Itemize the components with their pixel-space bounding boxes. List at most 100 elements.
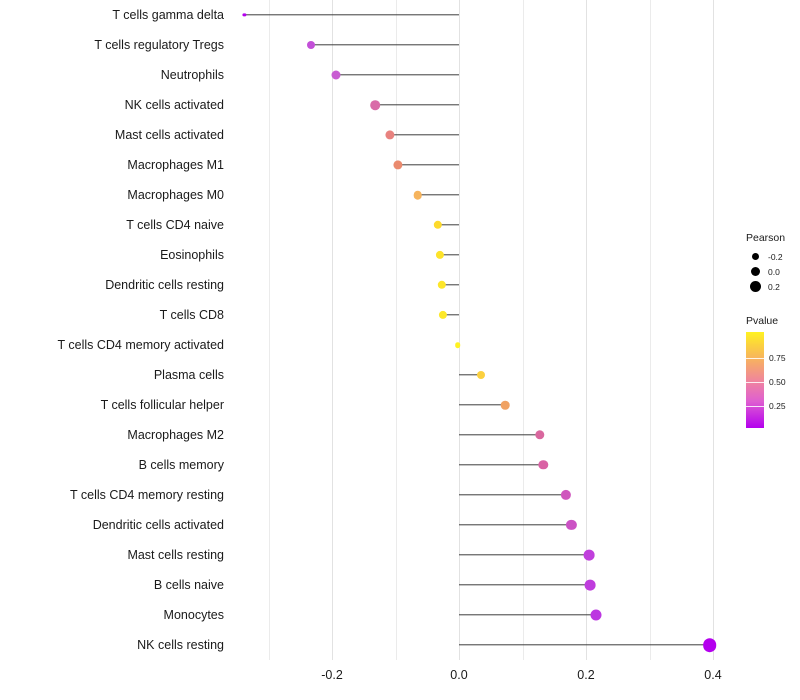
lollipop-dot[interactable] — [477, 371, 486, 379]
lollipop-dot[interactable] — [585, 579, 596, 591]
x-axis-tick-label: 0.4 — [704, 668, 722, 682]
y-axis-label: Macrophages M2 — [127, 427, 224, 442]
y-axis-label: Macrophages M1 — [127, 157, 224, 172]
lollipop-dot[interactable] — [583, 549, 595, 561]
color-legend-gradient — [746, 332, 764, 428]
lollipop-stem — [438, 224, 459, 226]
gridline-major — [332, 0, 333, 660]
y-axis-label: Macrophages M0 — [127, 187, 224, 202]
y-axis-label: Mast cells resting — [127, 547, 224, 562]
y-axis-label: Monocytes — [163, 607, 224, 622]
lollipop-stem — [459, 554, 590, 556]
color-legend-tick-label: 0.25 — [769, 400, 786, 411]
lollipop-dot[interactable] — [433, 220, 443, 230]
color-legend-tick-label: 0.75 — [769, 352, 786, 363]
lollipop-dot[interactable] — [703, 638, 717, 652]
color-legend-tick-label: 0.50 — [769, 376, 786, 387]
lollipop-stem — [417, 194, 459, 196]
size-legend-items: -0.2 0.0 0.2 — [746, 249, 800, 294]
y-axis-label: Eosinophils — [160, 247, 224, 262]
size-legend-dot — [750, 267, 760, 276]
lollipop-dot[interactable] — [566, 519, 577, 531]
lollipop-stem — [311, 44, 459, 46]
lollipop-stem — [459, 404, 506, 406]
y-axis-label: T cells follicular helper — [100, 397, 224, 412]
x-axis-tick-label: 0.0 — [450, 668, 468, 682]
size-legend-dot — [751, 253, 759, 260]
color-legend-tick — [746, 381, 764, 383]
y-axis-label: T cells CD4 naive — [126, 217, 224, 232]
y-axis-label: T cells regulatory Tregs — [94, 37, 224, 52]
size-legend-dot-key — [746, 253, 764, 260]
size-legend-item: 0.2 — [746, 279, 800, 294]
lollipop-stem — [336, 74, 459, 76]
lollipop-stem — [441, 284, 459, 286]
color-legend-tick — [746, 405, 764, 407]
plot-panel — [232, 0, 732, 660]
lollipop-stem — [459, 524, 572, 526]
size-legend-dot — [749, 281, 761, 292]
lollipop-stem — [389, 134, 459, 136]
lollipop-dot[interactable] — [501, 400, 510, 410]
size-legend-title: Pearson — [746, 232, 786, 244]
y-axis-label: Dendritic cells resting — [105, 277, 224, 292]
y-axis-labels: T cells gamma delta T cells regulatory Tr… — [0, 0, 225, 660]
size-legend-item: -0.2 — [746, 249, 800, 264]
lollipop-dot[interactable] — [534, 430, 545, 440]
size-legend: Pearson -0.2 0.0 0.2 — [746, 232, 800, 294]
gridline-major — [586, 0, 587, 660]
lollipop-stem — [398, 164, 459, 166]
gridline-minor — [522, 0, 524, 660]
y-axis-label: B cells naive — [153, 577, 224, 592]
lollipop-dot[interactable] — [437, 280, 447, 290]
color-legend: Pvalue 0.75 0.50 0.25 — [746, 315, 800, 428]
size-legend-item: 0.0 — [746, 264, 800, 279]
lollipop-stem — [459, 434, 540, 436]
lollipop-stem — [459, 374, 482, 376]
y-axis-label: Mast cells activated — [114, 127, 224, 142]
gridline-minor — [268, 0, 270, 660]
x-axis-tick-label: 0.2 — [577, 668, 595, 682]
lollipop-dot[interactable] — [439, 310, 448, 320]
gridline-major — [713, 0, 714, 660]
lollipop-dot[interactable] — [385, 130, 395, 140]
y-axis-label: B cells memory — [138, 457, 224, 472]
color-legend-tick — [746, 357, 764, 359]
lollipop-stem — [244, 14, 459, 16]
lollipop-dot[interactable] — [242, 13, 246, 17]
lollipop-dot[interactable] — [331, 70, 341, 80]
size-legend-label: 0.2 — [768, 281, 780, 292]
y-axis-label: NK cells resting — [137, 637, 224, 652]
size-legend-label: -0.2 — [768, 251, 783, 262]
y-axis-label: T cells CD8 — [159, 307, 224, 322]
lollipop-dot[interactable] — [454, 342, 461, 348]
lollipop-dot[interactable] — [307, 41, 316, 49]
size-legend-label: 0.0 — [768, 266, 780, 277]
lollipop-dot[interactable] — [413, 190, 423, 200]
gridline-minor — [649, 0, 651, 660]
lollipop-stem — [459, 584, 591, 586]
y-axis-label: T cells CD4 memory resting — [70, 487, 224, 502]
y-axis-label: Dendritic cells activated — [92, 517, 224, 532]
lollipop-stem — [459, 614, 597, 616]
lollipop-stem — [375, 104, 459, 106]
lollipop-dot[interactable] — [590, 609, 602, 621]
gridline-major — [459, 0, 460, 660]
lollipop-stem — [459, 494, 566, 496]
y-axis-label: Neutrophils — [160, 67, 224, 82]
color-legend-bar-wrap: 0.75 0.50 0.25 — [746, 332, 800, 428]
lollipop-dot[interactable] — [560, 489, 571, 501]
lollipop-stem — [439, 254, 459, 256]
size-legend-dot-key — [746, 281, 764, 292]
lollipop-stem — [459, 644, 710, 646]
lollipop-stem — [459, 464, 544, 466]
lollipop-dot[interactable] — [393, 160, 403, 170]
lollipop-dot[interactable] — [538, 460, 549, 470]
lollipop-stem — [443, 314, 459, 316]
lollipop-dot[interactable] — [435, 250, 445, 260]
lollipop-dot[interactable] — [370, 100, 380, 110]
y-axis-label: NK cells activated — [124, 97, 224, 112]
y-axis-label: Plasma cells — [153, 367, 224, 382]
x-axis-ticks: -0.2 0.0 0.2 0.4 — [232, 660, 732, 690]
